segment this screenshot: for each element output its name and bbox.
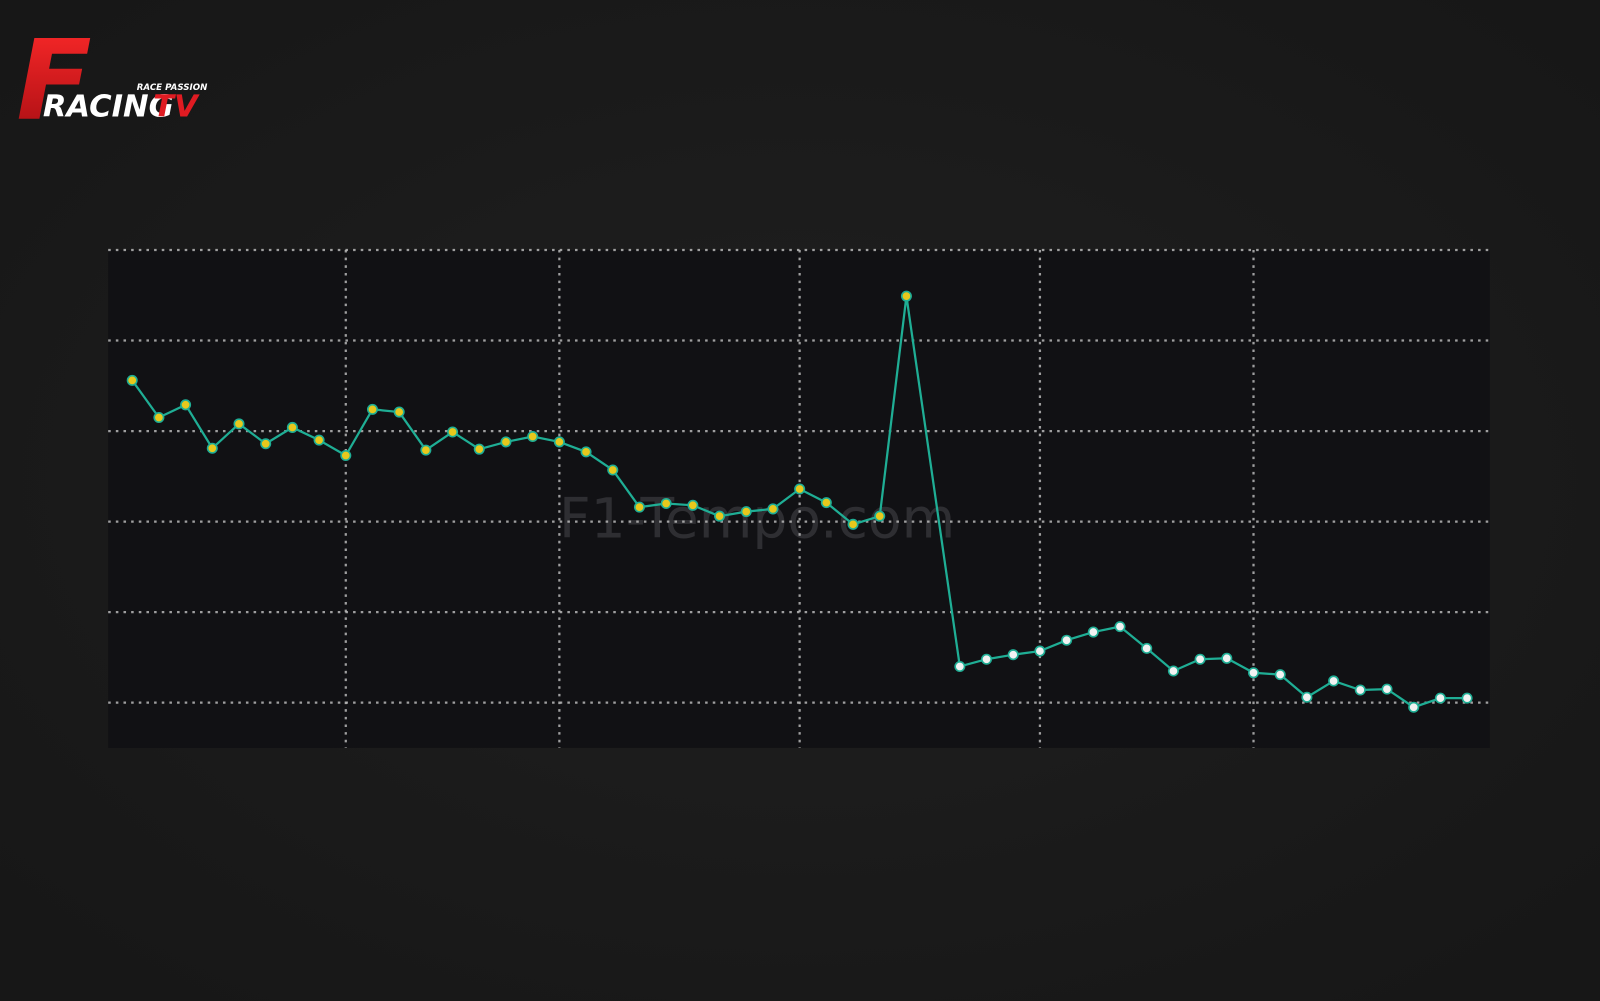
lap-point [1221,652,1233,664]
logo: F RACING TV RACE PASSION [16,16,208,144]
lap-point [1354,684,1366,696]
lap-point [1434,692,1446,704]
lap-point [1247,667,1260,679]
lap-point [126,374,138,386]
lap-point [580,446,592,458]
lap-point [553,436,565,448]
lap-point [981,653,993,665]
lap-point [420,444,432,456]
lap-point [954,660,966,672]
lap-point [1461,692,1473,704]
lap-point [1301,691,1313,703]
lap-point [900,290,912,302]
lap-point [1141,642,1153,654]
lap-point [366,403,378,415]
lap-point [340,450,352,462]
logo-wordmark: RACING [43,89,174,124]
lap-point [500,436,512,448]
logo-letter: F [16,16,91,144]
lap-point [233,418,245,430]
lap-point [180,399,192,411]
lap-point [633,501,645,513]
lap-point [527,430,539,443]
lap-point [1007,649,1019,661]
lap-point [473,443,485,455]
lap-point [1061,634,1073,646]
lap-point [1034,645,1046,657]
lap-point [847,518,859,530]
lap-point [153,411,165,423]
lap-point [260,438,272,450]
lap-point [607,464,619,476]
lap-line [131,296,908,526]
lap-point [1381,683,1393,695]
lap-point [313,434,325,446]
lap-point [1408,701,1420,713]
lap-point [1087,626,1099,638]
lap-line-connector [905,296,961,667]
lap-point [1194,653,1206,665]
lap-point [286,421,298,433]
logo-suffix: TV [153,89,200,124]
lap-point [660,497,672,510]
lap-point [206,442,218,454]
lap-point [767,503,779,515]
lap-point [820,497,832,509]
lap-point [1274,669,1286,681]
lap-point [393,406,405,418]
lap-point [714,510,726,522]
chart [108,248,1490,748]
lap-point [1167,665,1179,677]
lap-point [794,483,806,495]
lap-point [1114,621,1126,633]
lap-point [740,506,752,518]
logo-tagline: RACE PASSION [137,83,208,93]
lap-point [687,499,699,511]
lap-point [1328,675,1340,687]
lap-point [447,426,459,438]
lap-point [874,510,886,522]
watermark: F1-Tempo.com [559,487,955,551]
